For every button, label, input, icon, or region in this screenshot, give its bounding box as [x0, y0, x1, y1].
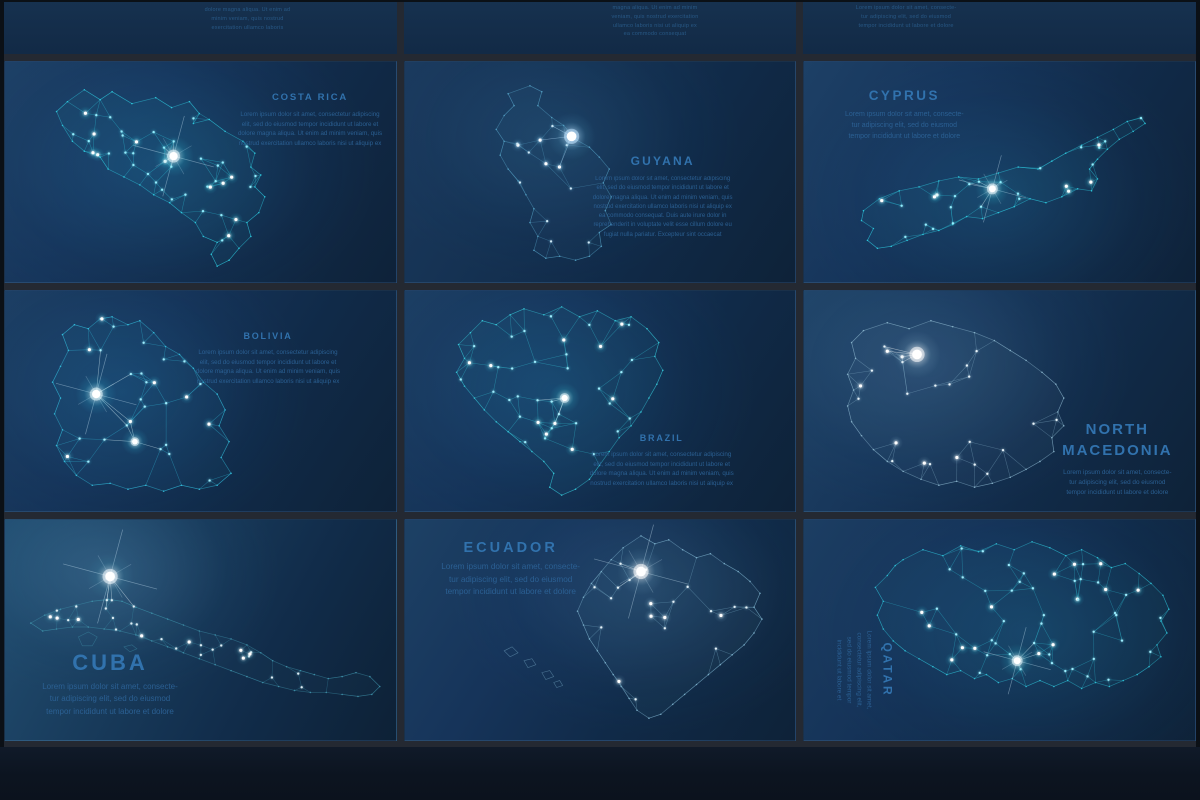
caption-text: Lorem ipsum dolor sit amet, consectetur … [195, 349, 341, 385]
page-bottom-background [0, 747, 1200, 800]
caption-text: Lorem ipsum dolor sit amet, consectetur … [835, 630, 873, 710]
country-title: QATAR [880, 642, 895, 698]
cropped-caption-text: dolore magna aliqua. Ut enim ad minim ve… [204, 7, 291, 31]
map-caption-vertical: QATAR Lorem ipsum dolor sit amet, consec… [834, 583, 895, 741]
network-map-bolivia [51, 311, 232, 492]
map-caption: COSTA RICA Lorem ipsum dolor sit amet, c… [232, 92, 388, 148]
network-map-qatar [874, 541, 1170, 695]
network-map-guyana [495, 84, 612, 261]
country-title: GUYANA [630, 154, 695, 168]
map-caption: ECUADOR Lorem ipsum dolor sit amet, cons… [405, 540, 656, 599]
country-title: BRAZIL [639, 433, 684, 443]
map-card-bolivia[interactable]: BOLIVIA Lorem ipsum dolor sit amet, cons… [4, 290, 397, 512]
network-map-ecuador [503, 524, 763, 719]
map-card-guyana[interactable]: GUYANA Lorem ipsum dolor sit amet, conse… [403, 61, 797, 283]
cropped-caption-text: magna aliqua. Ut enim ad minim veniam, q… [611, 5, 699, 38]
map-card-cuba[interactable]: CUBA Lorem ipsum dolor sit amet, consect… [4, 519, 397, 741]
caption-text: Lorem ipsum dolor sit amet, consectetur … [589, 451, 734, 487]
caption-text: Lorem ipsum dolor sit amet, consecte- tu… [441, 562, 581, 597]
map-caption: GUYANA Lorem ipsum dolor sit amet, conse… [590, 154, 736, 240]
network-map-brazil [455, 306, 664, 496]
network-map-north-macedonia [847, 319, 1065, 489]
caption-text: Lorem ipsum dolor sit amet, consectetur … [592, 176, 733, 238]
caption-text: Lorem ipsum dolor sit amet, consecte- tu… [844, 111, 964, 140]
cropped-card-top-middle[interactable]: magna aliqua. Ut enim ad minim veniam, q… [403, 2, 797, 54]
network-map-cyprus [861, 113, 1147, 250]
caption-text: Lorem ipsum dolor sit amet, consectetur … [237, 111, 383, 147]
map-card-cyprus[interactable]: CYPRUS Lorem ipsum dolor sit amet, conse… [803, 61, 1196, 283]
caption-text: Lorem ipsum dolor sit amet, consecte- tu… [42, 682, 178, 716]
cropped-caption-text: Lorem ipsum dolor sit amet, consecte- tu… [855, 5, 957, 29]
country-title: CYPRUS [868, 88, 940, 103]
map-card-ecuador[interactable]: ECUADOR Lorem ipsum dolor sit amet, cons… [403, 519, 797, 741]
map-card-costa-rica[interactable]: COSTA RICA Lorem ipsum dolor sit amet, c… [4, 61, 397, 283]
country-title: NORTH MACEDONIA [1062, 421, 1173, 459]
map-card-qatar[interactable]: QATAR Lorem ipsum dolor sit amet, consec… [803, 519, 1196, 741]
network-map-cuba [29, 529, 381, 698]
map-card-north-macedonia[interactable]: NORTH MACEDONIA Lorem ipsum dolor sit am… [803, 290, 1196, 512]
country-title: COSTA RICA [271, 92, 349, 103]
map-caption: NORTH MACEDONIA Lorem ipsum dolor sit am… [1042, 419, 1192, 498]
map-card-brazil[interactable]: BRAZIL Lorem ipsum dolor sit amet, conse… [403, 290, 797, 512]
map-thumbnail-grid: dolore magna aliqua. Ut enim ad minim ve… [4, 2, 1196, 747]
map-caption: CYPRUS Lorem ipsum dolor sit amet, conse… [822, 88, 986, 143]
network-map-costa-rica [55, 88, 266, 267]
country-title: BOLIVIA [243, 331, 293, 341]
cropped-card-top-left[interactable]: dolore magna aliqua. Ut enim ad minim ve… [4, 2, 397, 54]
map-caption: BRAZIL Lorem ipsum dolor sit amet, conse… [584, 433, 740, 488]
caption-text: Lorem ipsum dolor sit amet, consecte- tu… [1063, 469, 1172, 496]
country-title: ECUADOR [463, 540, 558, 556]
country-title: CUBA [72, 650, 148, 675]
cropped-card-top-right[interactable]: Lorem ipsum dolor sit amet, consecte- tu… [803, 2, 1196, 54]
map-caption: BOLIVIA Lorem ipsum dolor sit amet, cons… [190, 331, 346, 386]
map-caption: CUBA Lorem ipsum dolor sit amet, consect… [5, 650, 235, 718]
